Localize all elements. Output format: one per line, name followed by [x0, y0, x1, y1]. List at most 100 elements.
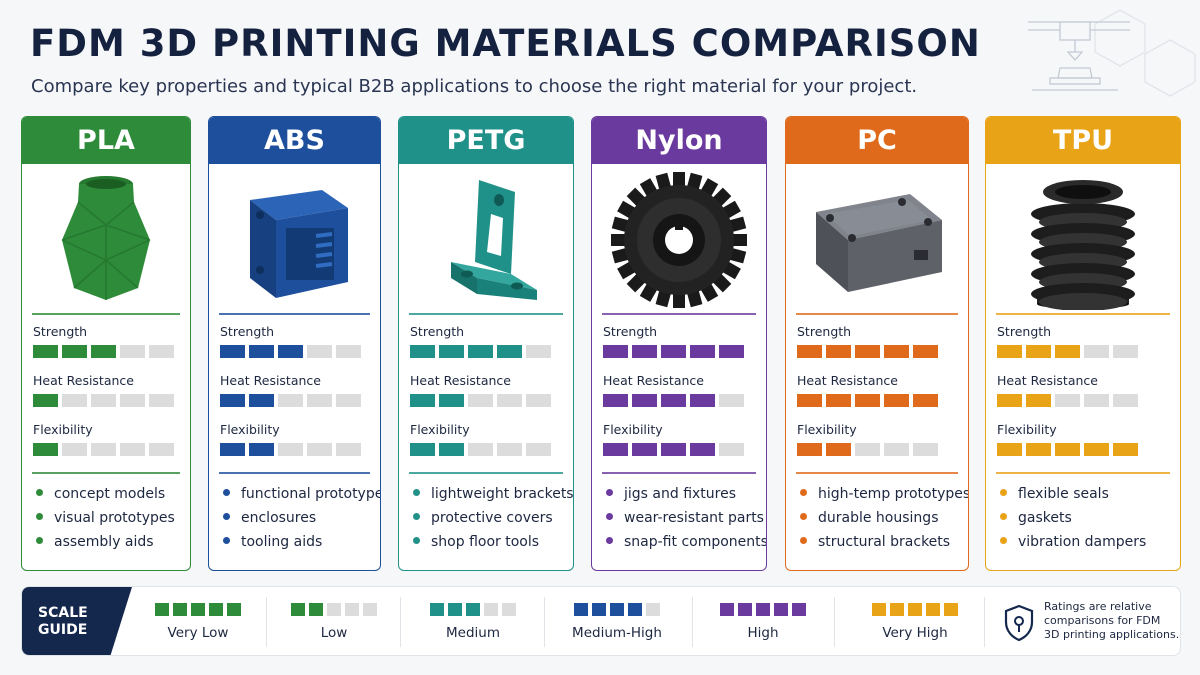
rating-label: Flexibility — [220, 422, 280, 437]
application-text: gaskets — [1018, 510, 1072, 526]
scale-bar — [309, 603, 323, 616]
rating-bar — [826, 443, 851, 456]
material-name-abs: ABS — [209, 117, 380, 164]
divider — [409, 472, 563, 474]
rating-bar — [33, 394, 58, 407]
bullet-icon — [223, 513, 230, 520]
scale-bar — [291, 603, 305, 616]
material-card-tpu: TPU Strength Heat Resistance Flexibility… — [985, 116, 1181, 571]
divider — [219, 313, 370, 315]
scale-bar — [466, 603, 480, 616]
material-image-abs — [209, 164, 380, 314]
divider — [996, 313, 1170, 315]
bullet-icon — [1000, 537, 1007, 544]
scale-bars — [855, 603, 975, 616]
list-item: high-temp prototypes — [800, 484, 969, 508]
list-item: vibration dampers — [1000, 532, 1146, 556]
scale-separator — [984, 597, 985, 647]
scale-bar — [430, 603, 444, 616]
rating-bar — [526, 345, 551, 358]
material-card-petg: PETG Strength Heat Resistance Flexibilit… — [398, 116, 574, 571]
rating-label: Flexibility — [797, 422, 857, 437]
rating-bar — [278, 345, 303, 358]
applications-list: lightweight brackets protective covers sho… — [413, 484, 573, 556]
rating-bar — [468, 394, 493, 407]
rating-bar — [410, 345, 435, 358]
scale-bars — [552, 603, 682, 616]
rating-bar — [797, 443, 822, 456]
divider — [32, 472, 180, 474]
rating-bar — [913, 345, 938, 358]
scale-bar — [720, 603, 734, 616]
rating-label: Flexibility — [997, 422, 1057, 437]
bullet-icon — [800, 537, 807, 544]
divider — [409, 313, 563, 315]
bullet-icon — [36, 489, 43, 496]
application-text: tooling aids — [241, 534, 323, 550]
scale-level-label: Low — [320, 625, 348, 641]
scale-level-label: Very High — [882, 625, 948, 641]
material-name-pla: PLA — [22, 117, 190, 164]
rating-heat: Heat Resistance — [997, 373, 1138, 407]
material-image-pla — [22, 164, 190, 314]
rating-bars — [797, 443, 938, 456]
rating-bar — [249, 345, 274, 358]
bullet-icon — [223, 489, 230, 496]
rating-bars — [220, 443, 361, 456]
rating-label: Heat Resistance — [220, 373, 321, 388]
rating-label: Heat Resistance — [603, 373, 704, 388]
rating-bar — [884, 443, 909, 456]
bullet-icon — [1000, 513, 1007, 520]
rating-flex: Flexibility — [220, 422, 361, 456]
rating-bar — [884, 345, 909, 358]
scale-note-line1: Ratings are relative — [1044, 600, 1152, 613]
rating-bar — [149, 443, 174, 456]
scale-bar — [592, 603, 606, 616]
material-card-nylon: Nylon Strength Heat Resistance Flexibili… — [591, 116, 767, 571]
divider — [602, 313, 756, 315]
list-item: functional prototypes — [223, 484, 380, 508]
rating-heat: Heat Resistance — [220, 373, 361, 407]
scale-bar — [448, 603, 462, 616]
application-text: high-temp prototypes — [818, 486, 969, 502]
divider — [602, 472, 756, 474]
rating-heat: Heat Resistance — [797, 373, 938, 407]
divider — [796, 313, 958, 315]
rating-bar — [661, 394, 686, 407]
rating-heat: Heat Resistance — [603, 373, 744, 407]
scale-bars — [418, 603, 528, 616]
applications-list: functional prototypes enclosures tooling a… — [223, 484, 380, 556]
rating-label: Strength — [220, 324, 275, 339]
scale-tag-line1: SCALE — [38, 605, 88, 621]
list-item: concept models — [36, 484, 175, 508]
list-item: structural brackets — [800, 532, 968, 556]
scale-bar — [944, 603, 958, 616]
rating-bar — [997, 394, 1022, 407]
material-card-pc: PC Strength Heat Resistance Flexibility … — [785, 116, 969, 571]
application-text: vibration dampers — [1018, 534, 1147, 550]
scale-separator — [544, 597, 545, 647]
rating-bar — [1026, 443, 1051, 456]
bullet-icon — [800, 489, 807, 496]
divider — [219, 472, 370, 474]
material-card-pla: PLA Strength Heat Resistance Flexibility… — [21, 116, 191, 571]
scale-level: Medium — [418, 587, 528, 655]
list-item: gaskets — [1000, 508, 1146, 532]
rating-label: Flexibility — [33, 422, 93, 437]
rating-bar — [439, 345, 464, 358]
bullet-icon — [223, 537, 230, 544]
rating-bar — [249, 394, 274, 407]
scale-bar — [191, 603, 205, 616]
rating-bar — [278, 443, 303, 456]
scale-level: Medium-High — [552, 587, 682, 655]
divider — [996, 472, 1170, 474]
rating-bar — [149, 345, 174, 358]
rating-label: Flexibility — [410, 422, 470, 437]
rating-bar — [526, 394, 551, 407]
page-subtitle: Compare key properties and typical B2B a… — [31, 76, 918, 97]
rating-label: Heat Resistance — [410, 373, 511, 388]
rating-heat: Heat Resistance — [410, 373, 551, 407]
material-image-nylon — [592, 164, 766, 314]
scale-bar — [502, 603, 516, 616]
divider — [32, 313, 180, 315]
